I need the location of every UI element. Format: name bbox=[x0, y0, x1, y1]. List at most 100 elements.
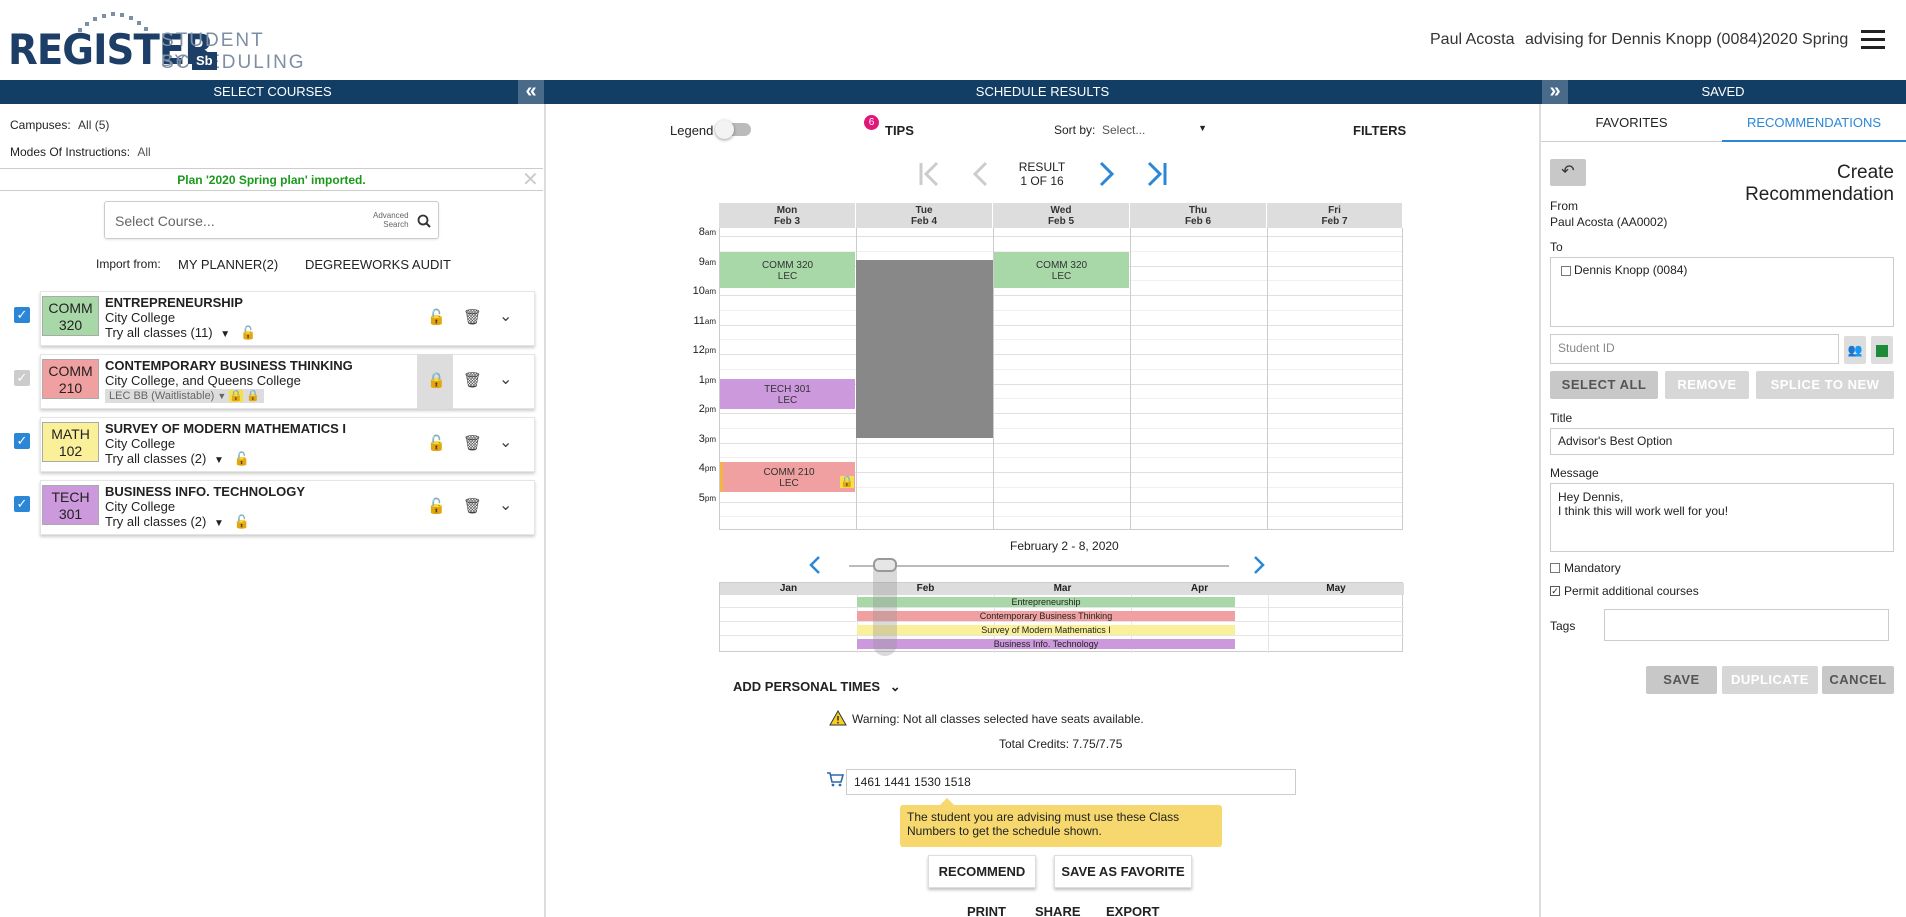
advising-for[interactable]: advising for Dennis Knopp (0084) bbox=[1525, 31, 1763, 48]
student-id-placeholder: Student ID bbox=[1558, 341, 1615, 355]
collapse-left-button[interactable]: « bbox=[518, 80, 544, 104]
import-planner-button[interactable]: MY PLANNER(2) bbox=[178, 257, 279, 272]
back-button[interactable]: ↶ bbox=[1550, 159, 1586, 186]
logo[interactable]: REGISTER STUDENT SCHEDULING BY Sb bbox=[8, 8, 348, 74]
course-option-dropdown[interactable]: Try all classes (2) ▼ 🔓 bbox=[105, 451, 250, 467]
course-checkbox[interactable]: ✓ bbox=[14, 496, 30, 512]
previous-week-icon[interactable] bbox=[808, 555, 822, 575]
hamburger-menu-icon[interactable] bbox=[1861, 30, 1885, 50]
trash-icon[interactable]: 🗑 bbox=[463, 498, 483, 515]
user-name[interactable]: Paul Acosta bbox=[1430, 31, 1515, 48]
add-personal-times-button[interactable]: ADD PERSONAL TIMES ⌄ bbox=[733, 679, 901, 695]
lock-toggle-icon[interactable]: 🔒 bbox=[427, 372, 446, 389]
course-card[interactable]: TECH 301 BUSINESS INFO. TECHNOLOGY City C… bbox=[40, 480, 535, 535]
recommend-button[interactable]: RECOMMEND bbox=[928, 855, 1036, 888]
next-result-icon[interactable] bbox=[1097, 160, 1117, 188]
hour-meridiem: pm bbox=[704, 434, 716, 444]
class-block[interactable]: COMM 320 LEC bbox=[720, 252, 855, 288]
month-label: Apr bbox=[1190, 583, 1209, 594]
term-selector[interactable]: 2020 Spring bbox=[1762, 31, 1849, 48]
week-slider-handle[interactable] bbox=[873, 558, 897, 572]
class-numbers-field[interactable]: 1461 1441 1530 1518 bbox=[846, 769, 1296, 795]
trash-icon[interactable]: 🗑 bbox=[463, 372, 483, 389]
tags-input[interactable] bbox=[1604, 609, 1889, 641]
import-csv-button[interactable] bbox=[1871, 336, 1893, 364]
trash-icon[interactable]: 🗑 bbox=[463, 309, 483, 326]
chevron-down-icon[interactable]: ⌄ bbox=[499, 434, 513, 451]
close-notice-icon[interactable]: ✕ bbox=[522, 169, 539, 191]
import-degreeworks-button[interactable]: DEGREEWORKS AUDIT bbox=[305, 257, 451, 272]
calendar-gridline bbox=[720, 457, 1402, 459]
save-as-favorite-button[interactable]: SAVE AS FAVORITE bbox=[1054, 855, 1192, 888]
legend-toggle[interactable] bbox=[715, 120, 751, 139]
chevron-down-icon[interactable]: ⌄ bbox=[499, 308, 513, 325]
unlock-icon[interactable]: 🔓 bbox=[240, 325, 257, 340]
class-numbers-value: 1461 1441 1530 1518 bbox=[854, 775, 971, 789]
sort-by-select[interactable]: Select... ▼ bbox=[1102, 123, 1207, 137]
advanced-search-link[interactable]: Advanced Search bbox=[373, 211, 409, 229]
print-button[interactable]: PRINT bbox=[967, 904, 1006, 917]
save-button[interactable]: SAVE bbox=[1646, 666, 1717, 694]
course-card[interactable]: COMM 320 ENTREPRENEURSHIP City College Tr… bbox=[40, 291, 535, 346]
class-block[interactable]: COMM 320 LEC bbox=[994, 252, 1129, 288]
search-icon[interactable] bbox=[417, 214, 431, 228]
modes-filter[interactable]: Modes Of Instructions: All bbox=[10, 145, 151, 159]
course-card[interactable]: COMM 210 CONTEMPORARY BUSINESS THINKING C… bbox=[40, 354, 535, 409]
collapse-right-button[interactable]: » bbox=[1542, 80, 1568, 104]
recipient-checkbox[interactable] bbox=[1561, 266, 1571, 276]
title-input[interactable]: Advisor's Best Option bbox=[1550, 428, 1894, 455]
recipient-name[interactable]: Dennis Knopp (0084) bbox=[1574, 263, 1688, 277]
tips-badge: 6 bbox=[864, 115, 879, 130]
week-slider-track[interactable] bbox=[849, 565, 1229, 567]
remove-button[interactable]: REMOVE bbox=[1665, 371, 1749, 399]
export-button[interactable]: EXPORT bbox=[1106, 904, 1160, 917]
lock-toggle-icon[interactable]: 🔓 bbox=[427, 309, 446, 326]
chevron-down-icon[interactable]: ⌄ bbox=[499, 371, 513, 388]
left-divider bbox=[544, 104, 546, 917]
search-input[interactable]: Select Course... bbox=[115, 213, 215, 229]
previous-result-icon[interactable] bbox=[970, 160, 990, 188]
course-checkbox[interactable]: ✓ bbox=[14, 370, 30, 386]
unlock-icon[interactable]: 🔓 bbox=[233, 451, 251, 466]
message-textarea[interactable]: Hey Dennis, I think this will work well … bbox=[1550, 483, 1894, 552]
select-all-button[interactable]: SELECT ALL bbox=[1550, 371, 1658, 399]
lock-toggle-icon[interactable]: 🔓 bbox=[427, 435, 446, 452]
group-search-button[interactable]: 👥 bbox=[1844, 336, 1866, 364]
first-result-icon[interactable] bbox=[918, 160, 942, 188]
campuses-value[interactable]: All (5) bbox=[78, 118, 110, 132]
month-label: Mar bbox=[1053, 583, 1072, 594]
tab-recommendations[interactable]: RECOMMENDATIONS bbox=[1722, 104, 1906, 142]
next-week-icon[interactable] bbox=[1252, 555, 1266, 575]
unlock-icon[interactable]: 🔓 bbox=[233, 514, 251, 529]
caret-down-icon: ▼ bbox=[214, 518, 224, 529]
duplicate-button[interactable]: DUPLICATE bbox=[1722, 666, 1818, 694]
mandatory-checkbox[interactable] bbox=[1550, 563, 1560, 573]
tab-favorites[interactable]: FAVORITES bbox=[1541, 104, 1722, 142]
course-search-box[interactable]: Select Course... Advanced Search bbox=[104, 201, 439, 239]
course-checkbox[interactable]: ✓ bbox=[14, 433, 30, 449]
splice-to-new-button[interactable]: SPLICE TO NEW bbox=[1756, 371, 1894, 399]
class-block[interactable]: COMM 210 LEC bbox=[720, 462, 855, 492]
hour-meridiem: pm bbox=[704, 375, 716, 385]
lock-toggle-button[interactable] bbox=[417, 354, 453, 409]
hour-number: 11 bbox=[693, 314, 705, 327]
filters-button[interactable]: FILTERS bbox=[1353, 123, 1407, 138]
course-card[interactable]: MATH 102 SURVEY OF MODERN MATHEMATICS I C… bbox=[40, 417, 535, 472]
campuses-filter[interactable]: Campuses: All (5) bbox=[10, 118, 109, 132]
student-id-input[interactable]: Student ID bbox=[1550, 334, 1839, 364]
cancel-button[interactable]: CANCEL bbox=[1822, 666, 1894, 694]
modes-value[interactable]: All bbox=[137, 145, 151, 159]
course-option-dropdown[interactable]: Try all classes (2) ▼ 🔓 bbox=[105, 514, 250, 530]
last-result-icon[interactable] bbox=[1144, 160, 1168, 188]
lock-toggle-icon[interactable]: 🔓 bbox=[427, 498, 446, 515]
course-option-dropdown[interactable]: Try all classes (11) ▼ 🔓 bbox=[105, 325, 256, 341]
class-block[interactable]: TECH 301 LEC bbox=[720, 379, 855, 409]
chevron-down-icon[interactable]: ⌄ bbox=[499, 497, 513, 514]
share-button[interactable]: SHARE bbox=[1035, 904, 1081, 917]
permit-additional-checkbox[interactable]: ✓ bbox=[1550, 586, 1560, 596]
course-section-chip[interactable]: LEC BB (Waitlistable) ▼ 🔒 🔒 bbox=[105, 389, 264, 403]
tips-button[interactable]: TIPS bbox=[885, 123, 914, 138]
trash-icon[interactable]: 🗑 bbox=[463, 435, 483, 452]
calendar-gridline bbox=[720, 236, 1402, 237]
course-checkbox[interactable]: ✓ bbox=[14, 307, 30, 323]
